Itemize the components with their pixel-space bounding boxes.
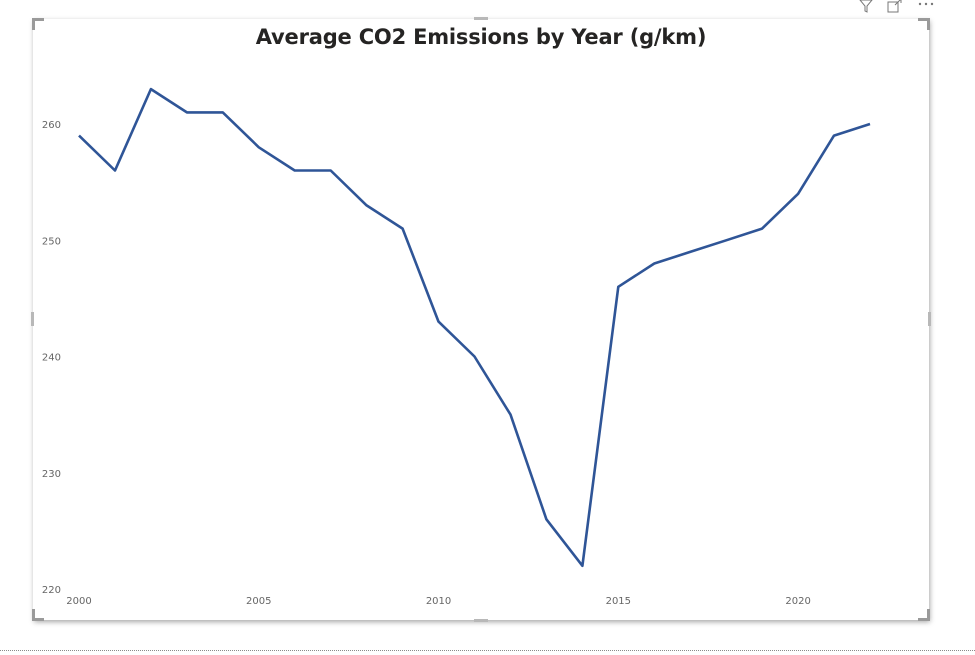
data-point[interactable]: [112, 168, 118, 174]
data-point[interactable]: [400, 226, 406, 232]
data-point[interactable]: [795, 191, 801, 197]
resize-handle-left[interactable]: [31, 312, 34, 326]
data-point[interactable]: [831, 133, 837, 139]
x-tick-label: 2005: [246, 596, 271, 607]
data-point[interactable]: [867, 121, 873, 127]
y-tick-label: 220: [42, 585, 61, 596]
y-tick-label: 250: [42, 236, 61, 247]
data-point[interactable]: [76, 133, 82, 139]
data-point[interactable]: [687, 249, 693, 255]
data-point[interactable]: [723, 237, 729, 243]
data-point[interactable]: [328, 168, 334, 174]
chart-title: Average CO2 Emissions by Year (g/km): [255, 25, 707, 49]
data-point[interactable]: [364, 202, 370, 208]
filter-icon[interactable]: [859, 0, 873, 16]
data-point[interactable]: [148, 86, 154, 92]
data-point[interactable]: [759, 226, 765, 232]
resize-handle-top-right[interactable]: [918, 18, 930, 30]
data-point[interactable]: [507, 412, 513, 418]
x-tick-label: 2015: [606, 596, 631, 607]
y-tick-label: 260: [42, 120, 61, 131]
resize-handle-bottom-right[interactable]: [918, 609, 930, 621]
data-point[interactable]: [184, 109, 190, 115]
visual-header: [859, 0, 935, 14]
data-point[interactable]: [436, 319, 442, 325]
x-tick-label: 2000: [66, 596, 91, 607]
resize-handle-right[interactable]: [928, 312, 931, 326]
resize-handle-top-left[interactable]: [32, 18, 44, 30]
x-tick-label: 2020: [785, 596, 810, 607]
page-divider: [0, 650, 975, 651]
data-point[interactable]: [472, 354, 478, 360]
data-point[interactable]: [579, 563, 585, 569]
x-tick-label: 2010: [426, 596, 451, 607]
data-point[interactable]: [543, 516, 549, 522]
chart-plot: 220 230 240 250 260 2000 2005 2010 2015 2020: [42, 86, 873, 607]
resize-handle-bottom[interactable]: [474, 619, 488, 622]
data-point[interactable]: [651, 261, 657, 267]
data-point[interactable]: [615, 284, 621, 290]
resize-handle-top[interactable]: [474, 17, 488, 20]
resize-handle-bottom-left[interactable]: [32, 609, 44, 621]
line-chart-visual[interactable]: Average CO2 Emissions by Year (g/km) 220…: [31, 17, 931, 622]
y-tick-label: 240: [42, 353, 61, 364]
y-tick-label: 230: [42, 469, 61, 480]
data-point[interactable]: [256, 144, 262, 150]
data-point[interactable]: [220, 109, 226, 115]
focus-mode-icon[interactable]: [887, 0, 903, 16]
data-point[interactable]: [292, 168, 298, 174]
series-line[interactable]: [78, 87, 871, 568]
more-options-icon[interactable]: [917, 0, 935, 16]
